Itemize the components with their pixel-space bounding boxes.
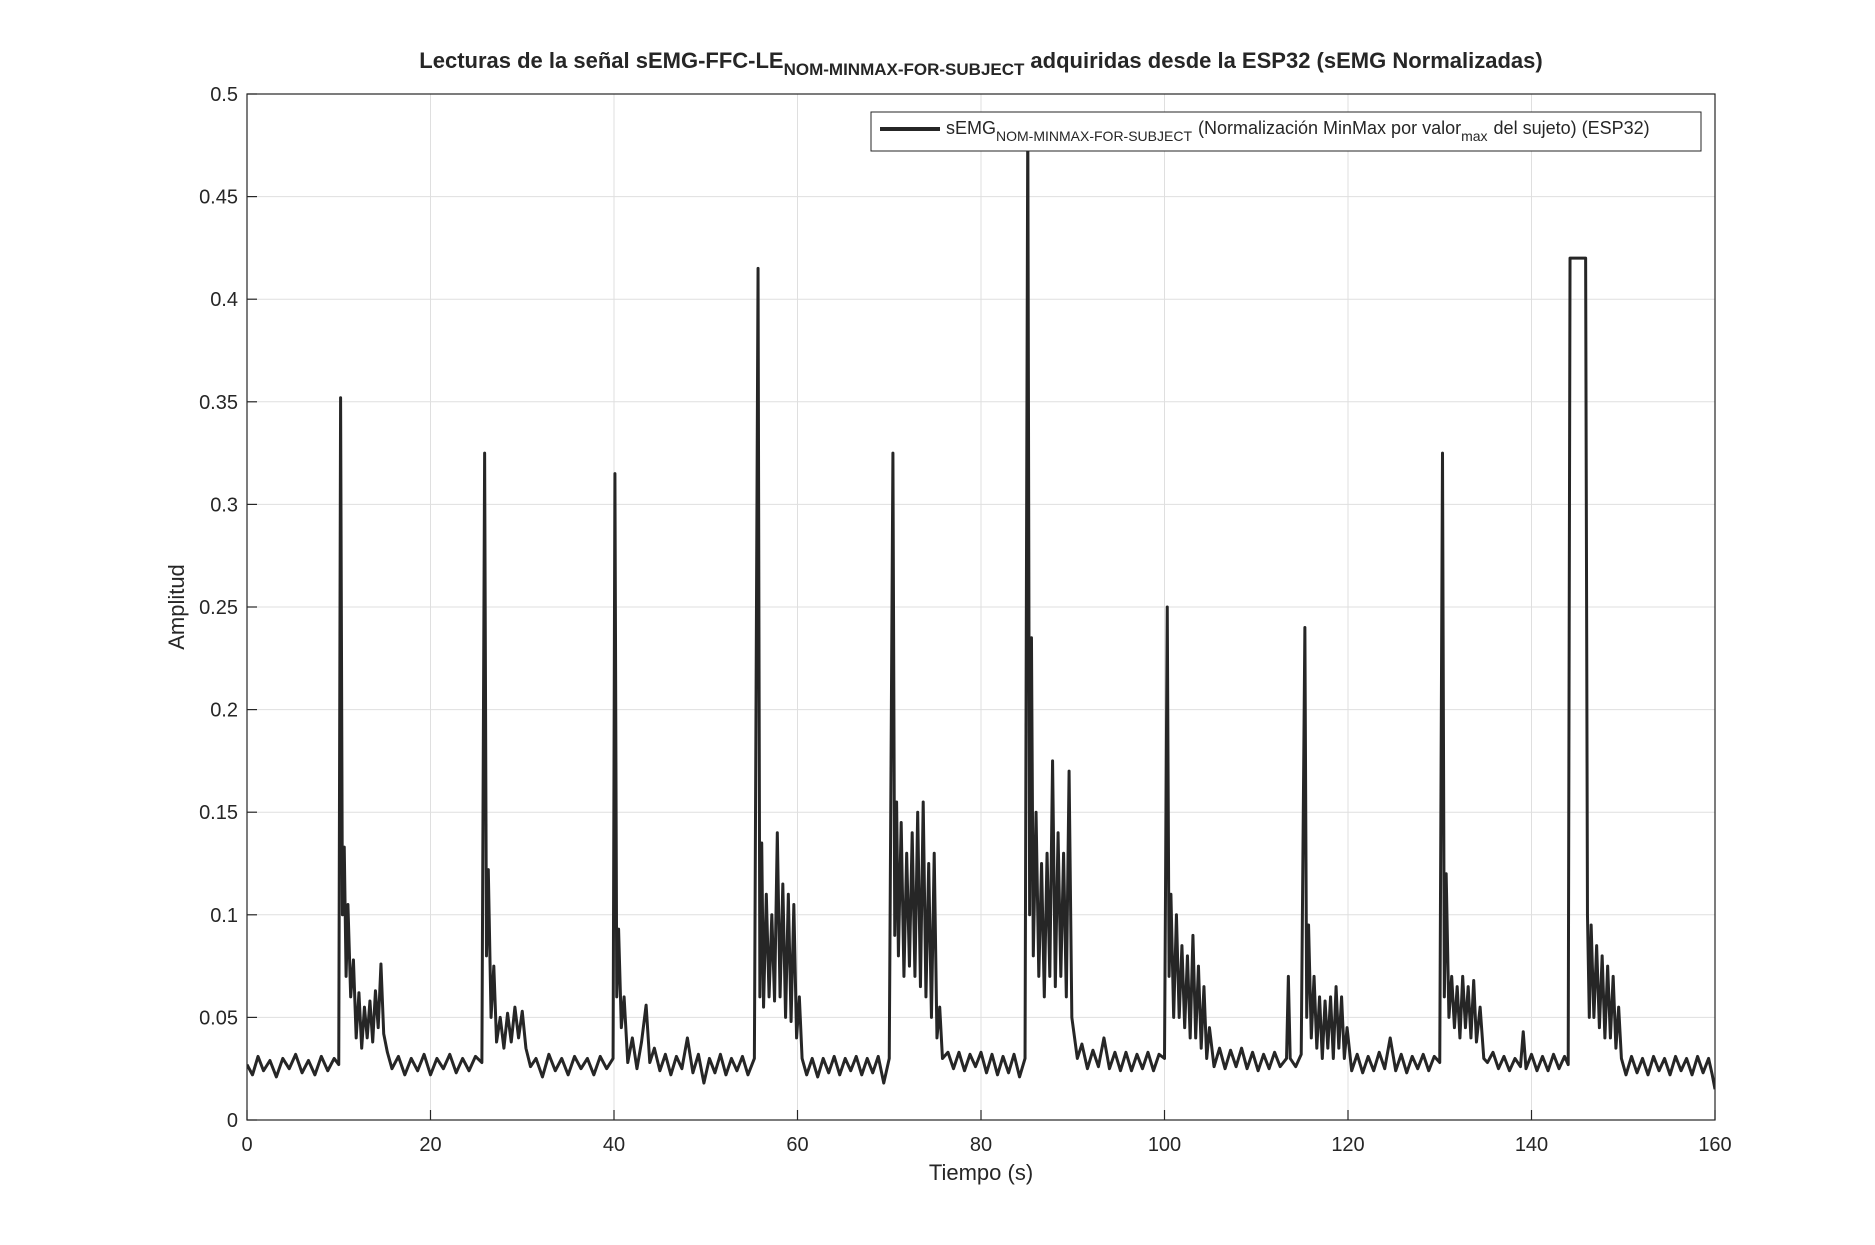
- y-tick-label: 0.25: [199, 597, 238, 619]
- subscript: NOM-MINMAX-FOR-SUBJECT: [996, 128, 1192, 144]
- y-tick-label: 0.35: [199, 392, 238, 414]
- y-axis-label: Amplitud: [164, 564, 189, 650]
- legend-box: [870, 111, 1702, 152]
- text-part: Lecturas de la señal sEMG-FFC-LE: [419, 48, 783, 73]
- subscript: max: [1461, 128, 1487, 144]
- chart-title: Lecturas de la señal sEMG-FFC-LENOM-MINM…: [419, 48, 1542, 79]
- y-tick-label: 0: [227, 1110, 238, 1132]
- text-part: sEMG: [946, 118, 996, 138]
- y-tick-label: 0.5: [210, 84, 238, 106]
- y-tick-label: 0.05: [199, 1007, 238, 1029]
- legend: sEMGNOM-MINMAX-FOR-SUBJECT (Normalización…: [870, 111, 1702, 152]
- y-tick-label: 0.1: [210, 905, 238, 927]
- text-part: adquiridas desde la ESP32 (sEMG Normaliz…: [1030, 48, 1542, 73]
- x-tick-label: 80: [970, 1134, 992, 1156]
- text-part: (Normalización MinMax por valor: [1198, 118, 1461, 138]
- y-tick-label: 0.2: [210, 700, 238, 722]
- x-tick-label: 20: [419, 1134, 441, 1156]
- x-tick-label: 0: [241, 1134, 252, 1156]
- legend-label: sEMGNOM-MINMAX-FOR-SUBJECT (Normalización…: [946, 118, 1650, 144]
- y-tick-label: 0.45: [199, 187, 238, 209]
- text-part: del sujeto) (ESP32): [1494, 118, 1650, 138]
- x-tick-label: 100: [1148, 1134, 1181, 1156]
- lines: [247, 113, 1715, 1090]
- y-tick-label: 0.4: [210, 289, 238, 311]
- x-tick-label: 120: [1331, 1134, 1364, 1156]
- x-tick-label: 160: [1698, 1134, 1731, 1156]
- x-tick-label: 140: [1515, 1134, 1548, 1156]
- y-tick-label: 0.15: [199, 802, 238, 824]
- series-line: [247, 113, 1715, 1090]
- ticks: 0 20 40 60 80 100 120 140 160 0 0.05 0.1 0.15 0.2 0.25…: [199, 84, 1732, 1156]
- x-tick-label: 40: [603, 1134, 625, 1156]
- y-tick-label: 0.3: [210, 494, 238, 516]
- subscript: NOM-MINMAX-FOR-SUBJECT: [784, 60, 1025, 79]
- x-tick-label: 60: [786, 1134, 808, 1156]
- x-axis-label: Tiempo (s): [929, 1160, 1033, 1185]
